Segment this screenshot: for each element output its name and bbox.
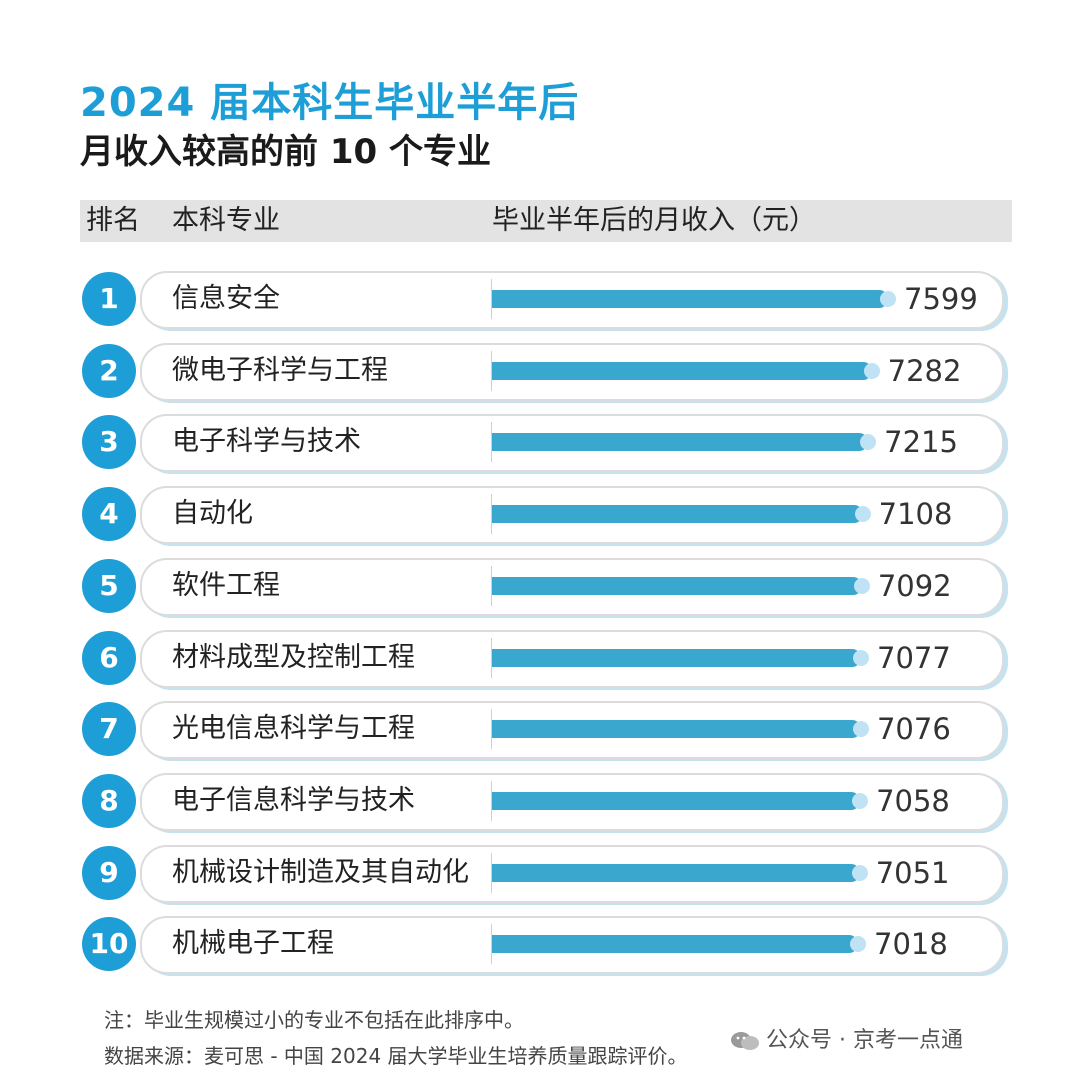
bar-end-dot [852,792,869,809]
category-label: 机械电子工程 [172,928,334,960]
data-label: 7092 [877,568,952,603]
bar [492,505,863,524]
bar [492,863,860,882]
bar [492,648,862,667]
bar [492,576,862,595]
bar-end-dot [852,721,869,738]
axis-line [491,565,492,606]
category-label: 信息安全 [172,283,280,314]
axis-line [491,350,492,391]
bar-end-dot [850,936,866,953]
chart-title-line1: 2024 届本科生毕业半年后 [80,80,580,126]
category-label: 材料成型及控制工程 [172,641,415,673]
rank-badge: 4 [82,487,136,542]
rank-badge: 5 [82,558,136,613]
category-label: 机械设计制造及其自动化 [172,856,469,888]
data-label: 7077 [877,640,951,675]
bar-end-dot [860,434,877,451]
chart-title-line2: 月收入较高的前 10 个专业 [80,132,491,172]
rank-badge: 2 [82,343,136,398]
category-label: 电子信息科学与技术 [172,784,415,816]
header-rank: 排名 [86,205,140,236]
data-label: 7108 [878,497,953,532]
data-source: 数据来源：麦可思 - 中国 2024 届大学毕业生培养质量跟踪评价。 [104,1044,688,1068]
category-label: 自动化 [172,498,253,530]
axis-line [491,422,492,463]
chart-row: 1 信息安全 7599 [0,271,1080,329]
rank-badge: 8 [82,773,136,828]
chart-row: 4 自动化 7108 [0,486,1080,545]
table-header-background [80,200,1012,242]
axis-line [491,279,492,319]
bar [492,433,869,452]
chart-row: 6 材料成型及控制工程 7077 [0,629,1080,688]
axis-line [491,494,492,535]
chart-row: 7 光电信息科学与工程 7076 [0,701,1080,760]
header-major: 本科专业 [172,205,280,236]
bar [492,791,861,810]
axis-line [491,637,492,678]
wechat-label: 公众号 · 京考一点通 [766,1028,963,1053]
chart-row: 2 微电子科学与工程 7282 [0,342,1080,401]
chart-row: 9 机械设计制造及其自动化 7051 [0,844,1080,903]
axis-line [491,852,492,893]
wechat-watermark: 公众号 · 京考一点通 [730,1022,963,1054]
chart-row: 8 电子信息科学与技术 7058 [0,772,1080,831]
footnote: 注：毕业生规模过小的专业不包括在此排序中。 [104,1008,524,1032]
bar [492,361,872,380]
bar-end-dot [863,362,880,379]
wechat-icon [731,1032,759,1050]
bar [492,720,861,739]
chart-row: 3 电子科学与技术 7215 [0,414,1080,473]
rank-badge: 10 [82,917,136,972]
axis-line [491,709,492,750]
rank-badge: 6 [82,630,136,685]
category-label: 光电信息科学与工程 [172,713,415,745]
bar-end-dot [880,291,896,307]
category-label: 微电子科学与工程 [172,354,388,386]
header-income: 毕业半年后的月收入（元） [492,205,816,236]
rank-badge: 3 [82,415,136,470]
data-label: 7215 [884,425,958,460]
bar-end-dot [853,577,870,594]
data-label: 7051 [875,855,950,890]
rank-badge: 9 [82,845,136,900]
category-label: 电子科学与技术 [172,426,361,458]
bar [492,935,858,954]
data-label: 7599 [904,282,978,316]
chart-row: 10 机械电子工程 7018 [0,916,1080,975]
chart-row: 5 软件工程 7092 [0,557,1080,616]
rank-badge: 7 [82,702,136,757]
bar-end-dot [853,649,870,666]
category-label: 软件工程 [172,569,280,601]
data-label: 7058 [876,783,950,818]
data-label: 7076 [876,712,951,747]
bar-end-dot [851,864,868,881]
axis-line [491,924,492,965]
rank-badge: 1 [82,272,136,326]
bar-end-dot [854,506,871,523]
data-label: 7282 [887,353,962,388]
axis-line [491,780,492,821]
bar [492,290,888,308]
data-label: 7018 [874,927,948,962]
